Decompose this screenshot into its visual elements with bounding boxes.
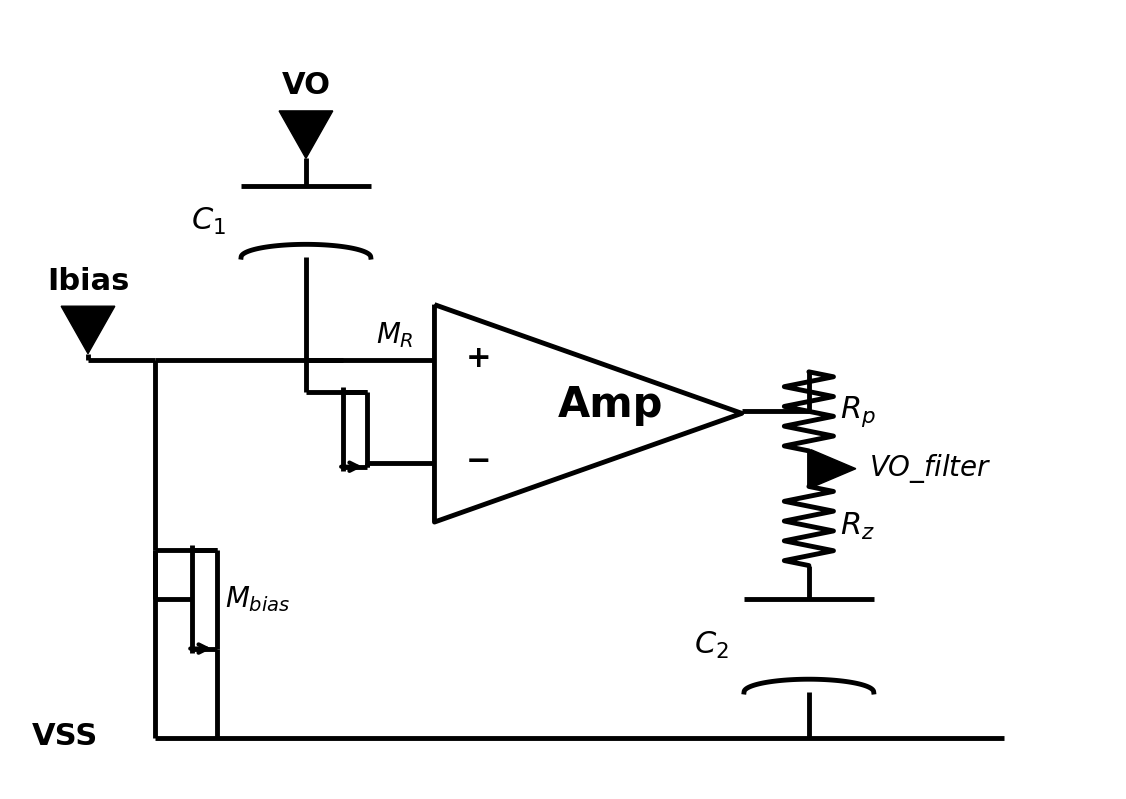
- Text: $R_p$: $R_p$: [840, 394, 876, 429]
- Polygon shape: [811, 450, 856, 487]
- Text: $VO\_filter$: $VO\_filter$: [869, 452, 992, 485]
- Text: Ibias: Ibias: [47, 267, 129, 296]
- Text: +: +: [466, 344, 491, 373]
- Text: Amp: Amp: [557, 384, 663, 427]
- Text: $M_R$: $M_R$: [376, 320, 414, 351]
- Text: −: −: [466, 447, 491, 475]
- Polygon shape: [61, 306, 115, 354]
- Text: $C_1$: $C_1$: [190, 206, 225, 237]
- Text: $C_2$: $C_2$: [694, 630, 729, 661]
- Polygon shape: [279, 111, 333, 158]
- Text: $R_z$: $R_z$: [840, 511, 875, 542]
- Text: $M_{bias}$: $M_{bias}$: [225, 584, 291, 614]
- Text: VO: VO: [282, 71, 330, 100]
- Text: VSS: VSS: [33, 721, 98, 751]
